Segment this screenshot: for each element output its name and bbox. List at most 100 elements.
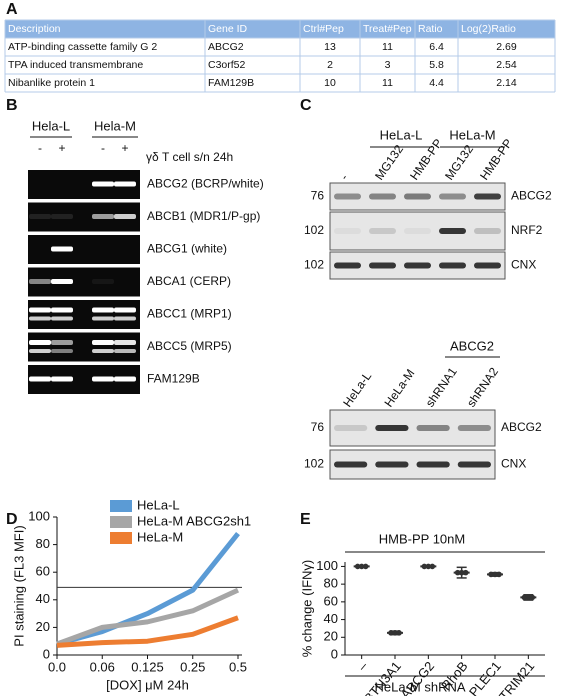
- blot-band: [439, 193, 466, 200]
- table-cell: 2.14: [496, 77, 517, 89]
- replicate-dot: [392, 630, 398, 636]
- table-cell: FAM129B: [208, 77, 254, 89]
- gel-band: [92, 181, 114, 187]
- y-tick-label: 100: [28, 508, 50, 523]
- blot-strip: [329, 211, 506, 251]
- blot-strip: [329, 409, 496, 447]
- blot-band: [369, 228, 396, 234]
- mw-marker: 102: [304, 258, 324, 272]
- replicate-dot: [525, 594, 532, 601]
- blot-band: [439, 262, 466, 269]
- x-tick-label: 0.06: [90, 659, 115, 674]
- replicate-dot: [388, 630, 394, 636]
- y-tick-label: 20: [36, 619, 50, 634]
- x-axis-label: HeLa-M shRNA: [374, 679, 465, 694]
- blot-band: [375, 461, 409, 468]
- table-cell: ATP-binding cassette family G 2: [8, 41, 157, 53]
- gel-band: [92, 349, 114, 353]
- gel-band: [29, 376, 51, 382]
- replicate-dot: [362, 563, 369, 570]
- table-header-cell: Description: [8, 23, 61, 35]
- replicate-dot: [529, 594, 536, 601]
- legend-swatch: [110, 532, 132, 544]
- lane-sign: -: [38, 141, 42, 155]
- table-cell: 4.4: [429, 77, 444, 89]
- gel-band: [51, 340, 73, 345]
- gel-band: [51, 376, 73, 382]
- lane-label: HeLa-M: [381, 367, 417, 410]
- gel-band: [29, 279, 51, 284]
- gel-band: [114, 181, 136, 187]
- legend-label: HeLa-M: [137, 529, 183, 544]
- gel-band: [114, 349, 136, 353]
- gel-band: [29, 349, 51, 353]
- gel-band: [92, 316, 114, 321]
- blot-band: [474, 228, 501, 234]
- group-label: Hela-M: [94, 118, 136, 133]
- line-series: [56, 615, 239, 648]
- table-cell: 5.8: [429, 59, 444, 71]
- band-label: ABCA1 (CERP): [147, 274, 231, 288]
- lane-label: HeLa-L: [340, 369, 374, 410]
- panel-label: C: [300, 97, 312, 114]
- gel-band: [51, 307, 73, 313]
- gel-band: [114, 340, 136, 345]
- gel-band: [29, 316, 51, 321]
- table-cell: Nibanlike protein 1: [8, 77, 95, 89]
- table-header-cell: Treat#Pep: [363, 23, 412, 35]
- blot-band: [369, 193, 396, 200]
- replicate-dot: [521, 594, 528, 601]
- band-label: ABCC5 (MRP5): [147, 339, 232, 353]
- table-cell: 3: [385, 59, 391, 71]
- table-header-cell: Ctrl#Pep: [303, 23, 344, 35]
- lane-label: HMB-PP: [407, 136, 445, 182]
- x-tick-label: 0.5: [229, 659, 247, 674]
- table-cell: 10: [324, 77, 336, 89]
- replicate-dot: [429, 563, 436, 570]
- replicate-dot: [496, 571, 502, 578]
- legend-swatch: [110, 500, 132, 512]
- y-tick-label: 0: [331, 646, 338, 661]
- y-tick-label: 0: [43, 646, 50, 661]
- table-cell: 2: [327, 59, 333, 71]
- blot-band: [404, 228, 431, 234]
- replicate-dot: [421, 563, 428, 570]
- lane-sign: -: [101, 141, 105, 155]
- blot-band: [474, 262, 501, 269]
- x-tick-label: –: [354, 658, 371, 674]
- panel-label: B: [6, 97, 18, 114]
- y-tick-label: 80: [36, 536, 50, 551]
- lane-label: MG132: [372, 142, 406, 183]
- blot-band: [416, 425, 450, 431]
- blot-band: [416, 461, 450, 468]
- blot-band: [369, 262, 396, 269]
- gel-band: [51, 349, 73, 353]
- blot-band: [334, 262, 361, 269]
- gel-band: [51, 246, 73, 252]
- group-label: Hela-L: [32, 118, 70, 133]
- legend-swatch: [110, 516, 132, 528]
- blot-label: ABCG2: [511, 189, 552, 203]
- blot-band: [474, 193, 501, 200]
- lane-sign: +: [58, 141, 65, 155]
- lane-label: shRNA2: [464, 365, 501, 410]
- table-cell: TPA induced transmembrane: [8, 59, 143, 71]
- table-cell: 11: [382, 41, 393, 53]
- gel-band: [29, 214, 51, 219]
- gel-band: [51, 316, 73, 321]
- replicate-dot: [425, 563, 432, 570]
- gel-band: [92, 307, 114, 313]
- group-label: HeLa-M: [449, 127, 495, 142]
- y-tick-label: 60: [36, 564, 50, 579]
- gel-band: [114, 376, 136, 382]
- y-axis-label: PI staining (FL3 MFI): [11, 525, 26, 646]
- mw-marker: 76: [311, 420, 325, 434]
- table-header-cell: Gene ID: [208, 23, 248, 35]
- band-label: ABCB1 (MDR1/P-gp): [147, 209, 260, 223]
- x-tick-label: 0.125: [131, 659, 164, 674]
- replicate-dot: [358, 563, 365, 570]
- gel-band: [92, 340, 114, 345]
- lane-label: -: [337, 171, 351, 182]
- y-tick-label: 20: [324, 629, 338, 644]
- panel-label: A: [6, 1, 18, 18]
